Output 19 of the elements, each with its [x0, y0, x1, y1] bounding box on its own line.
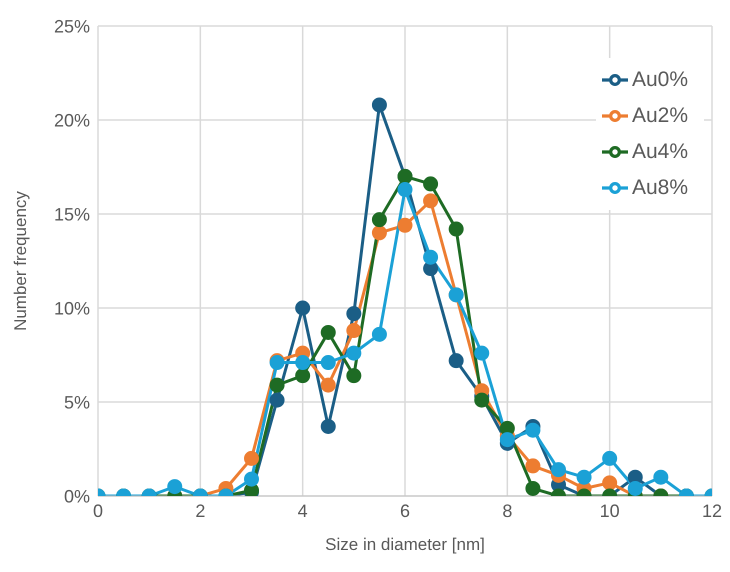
legend-label: Au4% [632, 140, 688, 163]
legend-label: Au2% [632, 104, 688, 127]
legend-label: Au0% [632, 68, 688, 91]
y-tick-label: 0% [64, 486, 90, 506]
x-tick-label: 6 [400, 500, 410, 521]
y-tick-label: 20% [54, 110, 90, 130]
x-tick-label: 10 [600, 500, 620, 521]
x-tick-label: 2 [195, 500, 206, 521]
y-axis-title: Number frequency [11, 190, 30, 331]
x-tick-label: 4 [298, 500, 308, 521]
y-tick-label: 25% [54, 16, 90, 36]
y-tick-label: 5% [64, 392, 90, 412]
x-tick-label: 8 [502, 500, 512, 521]
x-axis-title: Size in diameter [nm] [325, 535, 485, 554]
x-tick-label: 0 [92, 500, 104, 521]
y-tick-label: 10% [54, 298, 90, 318]
legend-label: Au8% [632, 176, 688, 199]
y-tick-label: 15% [54, 204, 90, 224]
x-tick-label: 12 [702, 500, 722, 521]
